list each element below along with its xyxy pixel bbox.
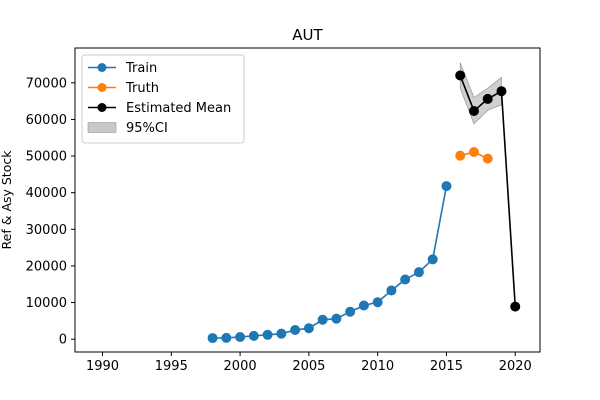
legend-label: Truth [125, 81, 159, 96]
legend-entries: Train Truth Estimated Mean 95%CI [87, 61, 231, 136]
axes-frame [74, 47, 541, 353]
data-point-train [317, 314, 328, 325]
data-point-train [235, 331, 246, 342]
x-tick-label: 2015 [430, 359, 463, 374]
series-layer [207, 70, 521, 344]
legend-label: Train [125, 61, 157, 76]
data-point-train [441, 181, 452, 192]
data-point-train [331, 313, 342, 324]
legend-entry-truth: Truth [88, 81, 159, 96]
legend-marker-swatch [97, 103, 107, 112]
data-point-train [248, 330, 259, 341]
legend-marker-swatch [97, 63, 107, 72]
x-tick-label: 2020 [499, 359, 532, 374]
data-point-truth [455, 150, 466, 161]
chart-title: AUT [292, 26, 323, 44]
y-tick-label: 60000 [26, 113, 67, 128]
y-tick-label: 10000 [26, 296, 67, 311]
data-point-train [345, 306, 356, 317]
legend-label: Estimated Mean [126, 101, 231, 116]
legend-entry-train: Train [88, 61, 157, 76]
data-point-train [276, 328, 287, 339]
data-point-train [400, 274, 411, 285]
data-point-truth [482, 153, 493, 164]
legend-label: 95%CI [126, 121, 168, 136]
y-tick-label: 20000 [26, 259, 67, 274]
data-point-truth [468, 147, 479, 158]
data-point-estimated-mean [482, 93, 493, 104]
data-point-train [221, 332, 232, 343]
x-tick-label: 1990 [86, 359, 119, 374]
y-tick-label: 40000 [26, 186, 67, 201]
x-tick-label: 2010 [361, 359, 394, 374]
data-point-estimated-mean [455, 70, 466, 81]
y-tick-label: 30000 [26, 223, 67, 238]
legend-entry-estimated-mean: Estimated Mean [88, 101, 231, 116]
data-point-train [427, 254, 438, 265]
y-tick-label: 70000 [26, 76, 67, 91]
x-tick-label: 2005 [292, 359, 325, 374]
data-point-train [303, 323, 314, 334]
data-point-train [290, 325, 301, 336]
data-point-estimated-mean [468, 105, 479, 116]
series-truth [455, 147, 493, 164]
x-axis: 1990 1995 2000 2005 2010 2015 2020 [86, 352, 532, 374]
data-point-train [386, 285, 397, 296]
legend-marker-swatch [97, 83, 107, 92]
data-point-train [207, 333, 218, 344]
plot-area [207, 62, 521, 344]
series-train [207, 181, 452, 344]
legend-entry-95pctci: 95%CI [87, 121, 168, 136]
y-tick-label: 50000 [26, 150, 67, 165]
data-point-train [358, 300, 369, 311]
series-estimated-mean [455, 70, 521, 312]
y-axis-label: Ref & Asy Stock [0, 150, 14, 250]
data-point-estimated-mean [510, 301, 521, 312]
x-tick-label: 2000 [224, 359, 257, 374]
data-point-estimated-mean [496, 86, 507, 97]
x-tick-label: 1995 [155, 359, 188, 374]
y-axis: 0 10000 20000 30000 40000 50000 60000 70000 [26, 76, 75, 348]
data-point-train [262, 329, 273, 340]
legend-patch-swatch [87, 122, 117, 133]
data-point-train [372, 297, 383, 308]
y-tick-label: 0 [59, 333, 67, 348]
legend: Train Truth Estimated Mean 95%CI [81, 54, 245, 144]
data-point-train [413, 267, 424, 278]
legend-box [81, 54, 245, 144]
